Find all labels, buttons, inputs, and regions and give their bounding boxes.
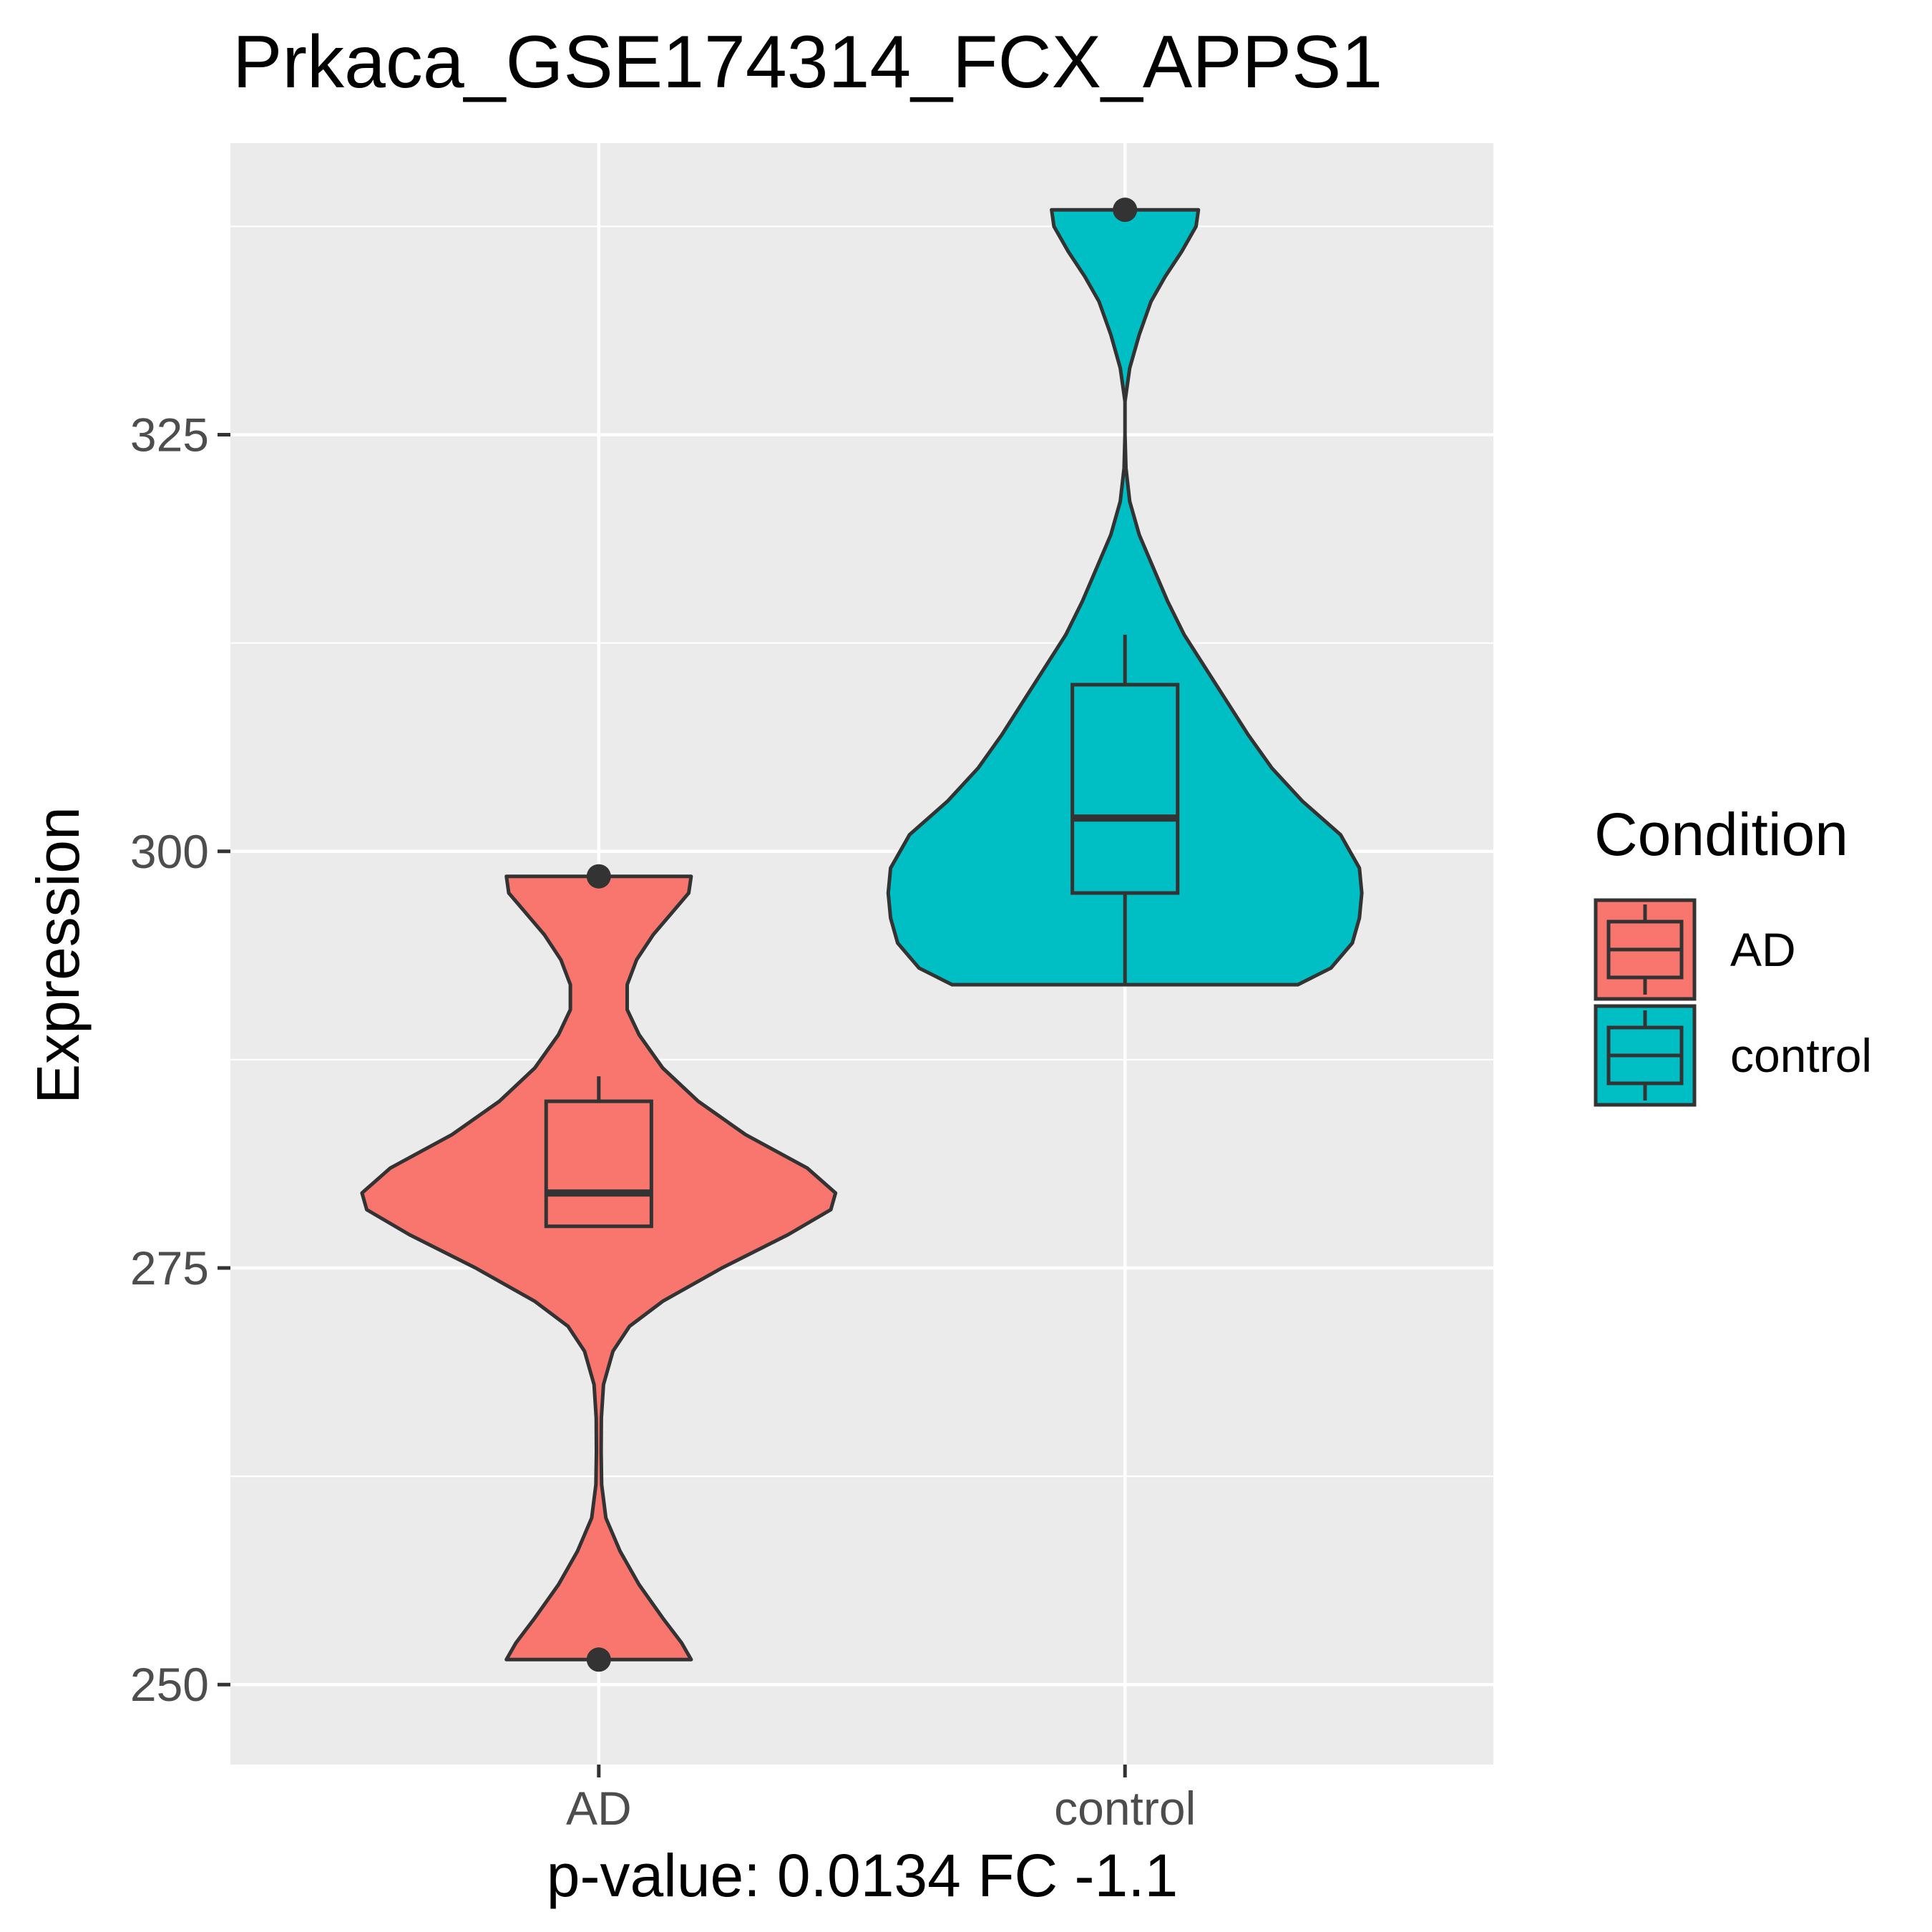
y-axis-title: Expression	[24, 806, 92, 1104]
x-tick-label: AD	[566, 1782, 632, 1835]
x-axis-title: p-value: 0.0134 FC -1.1	[547, 1842, 1179, 1909]
legend-label-control: control	[1730, 1029, 1872, 1082]
legend-title: Condition	[1594, 801, 1848, 868]
legend: Condition AD control	[1594, 801, 1872, 1107]
y-tick-label: 325	[130, 409, 209, 462]
violin-control	[886, 208, 1364, 987]
box-control	[1070, 683, 1180, 895]
box-AD	[544, 1099, 653, 1229]
outlier-point-control	[1113, 197, 1138, 223]
violin-AD	[360, 874, 838, 1662]
violins	[360, 197, 1364, 1672]
legend-label-AD: AD	[1730, 923, 1796, 976]
x-tick-label: control	[1054, 1782, 1196, 1835]
axes: 250 275 300 325 AD control	[130, 409, 1196, 1835]
outlier-point-AD	[586, 864, 611, 889]
outlier-point-AD	[586, 1647, 611, 1672]
y-tick-label: 300	[130, 825, 209, 878]
chart-title: Prkaca_GSE174314_FCX_APPS1	[233, 21, 1382, 104]
y-tick-label: 250	[130, 1658, 209, 1711]
y-tick-label: 275	[130, 1241, 209, 1294]
